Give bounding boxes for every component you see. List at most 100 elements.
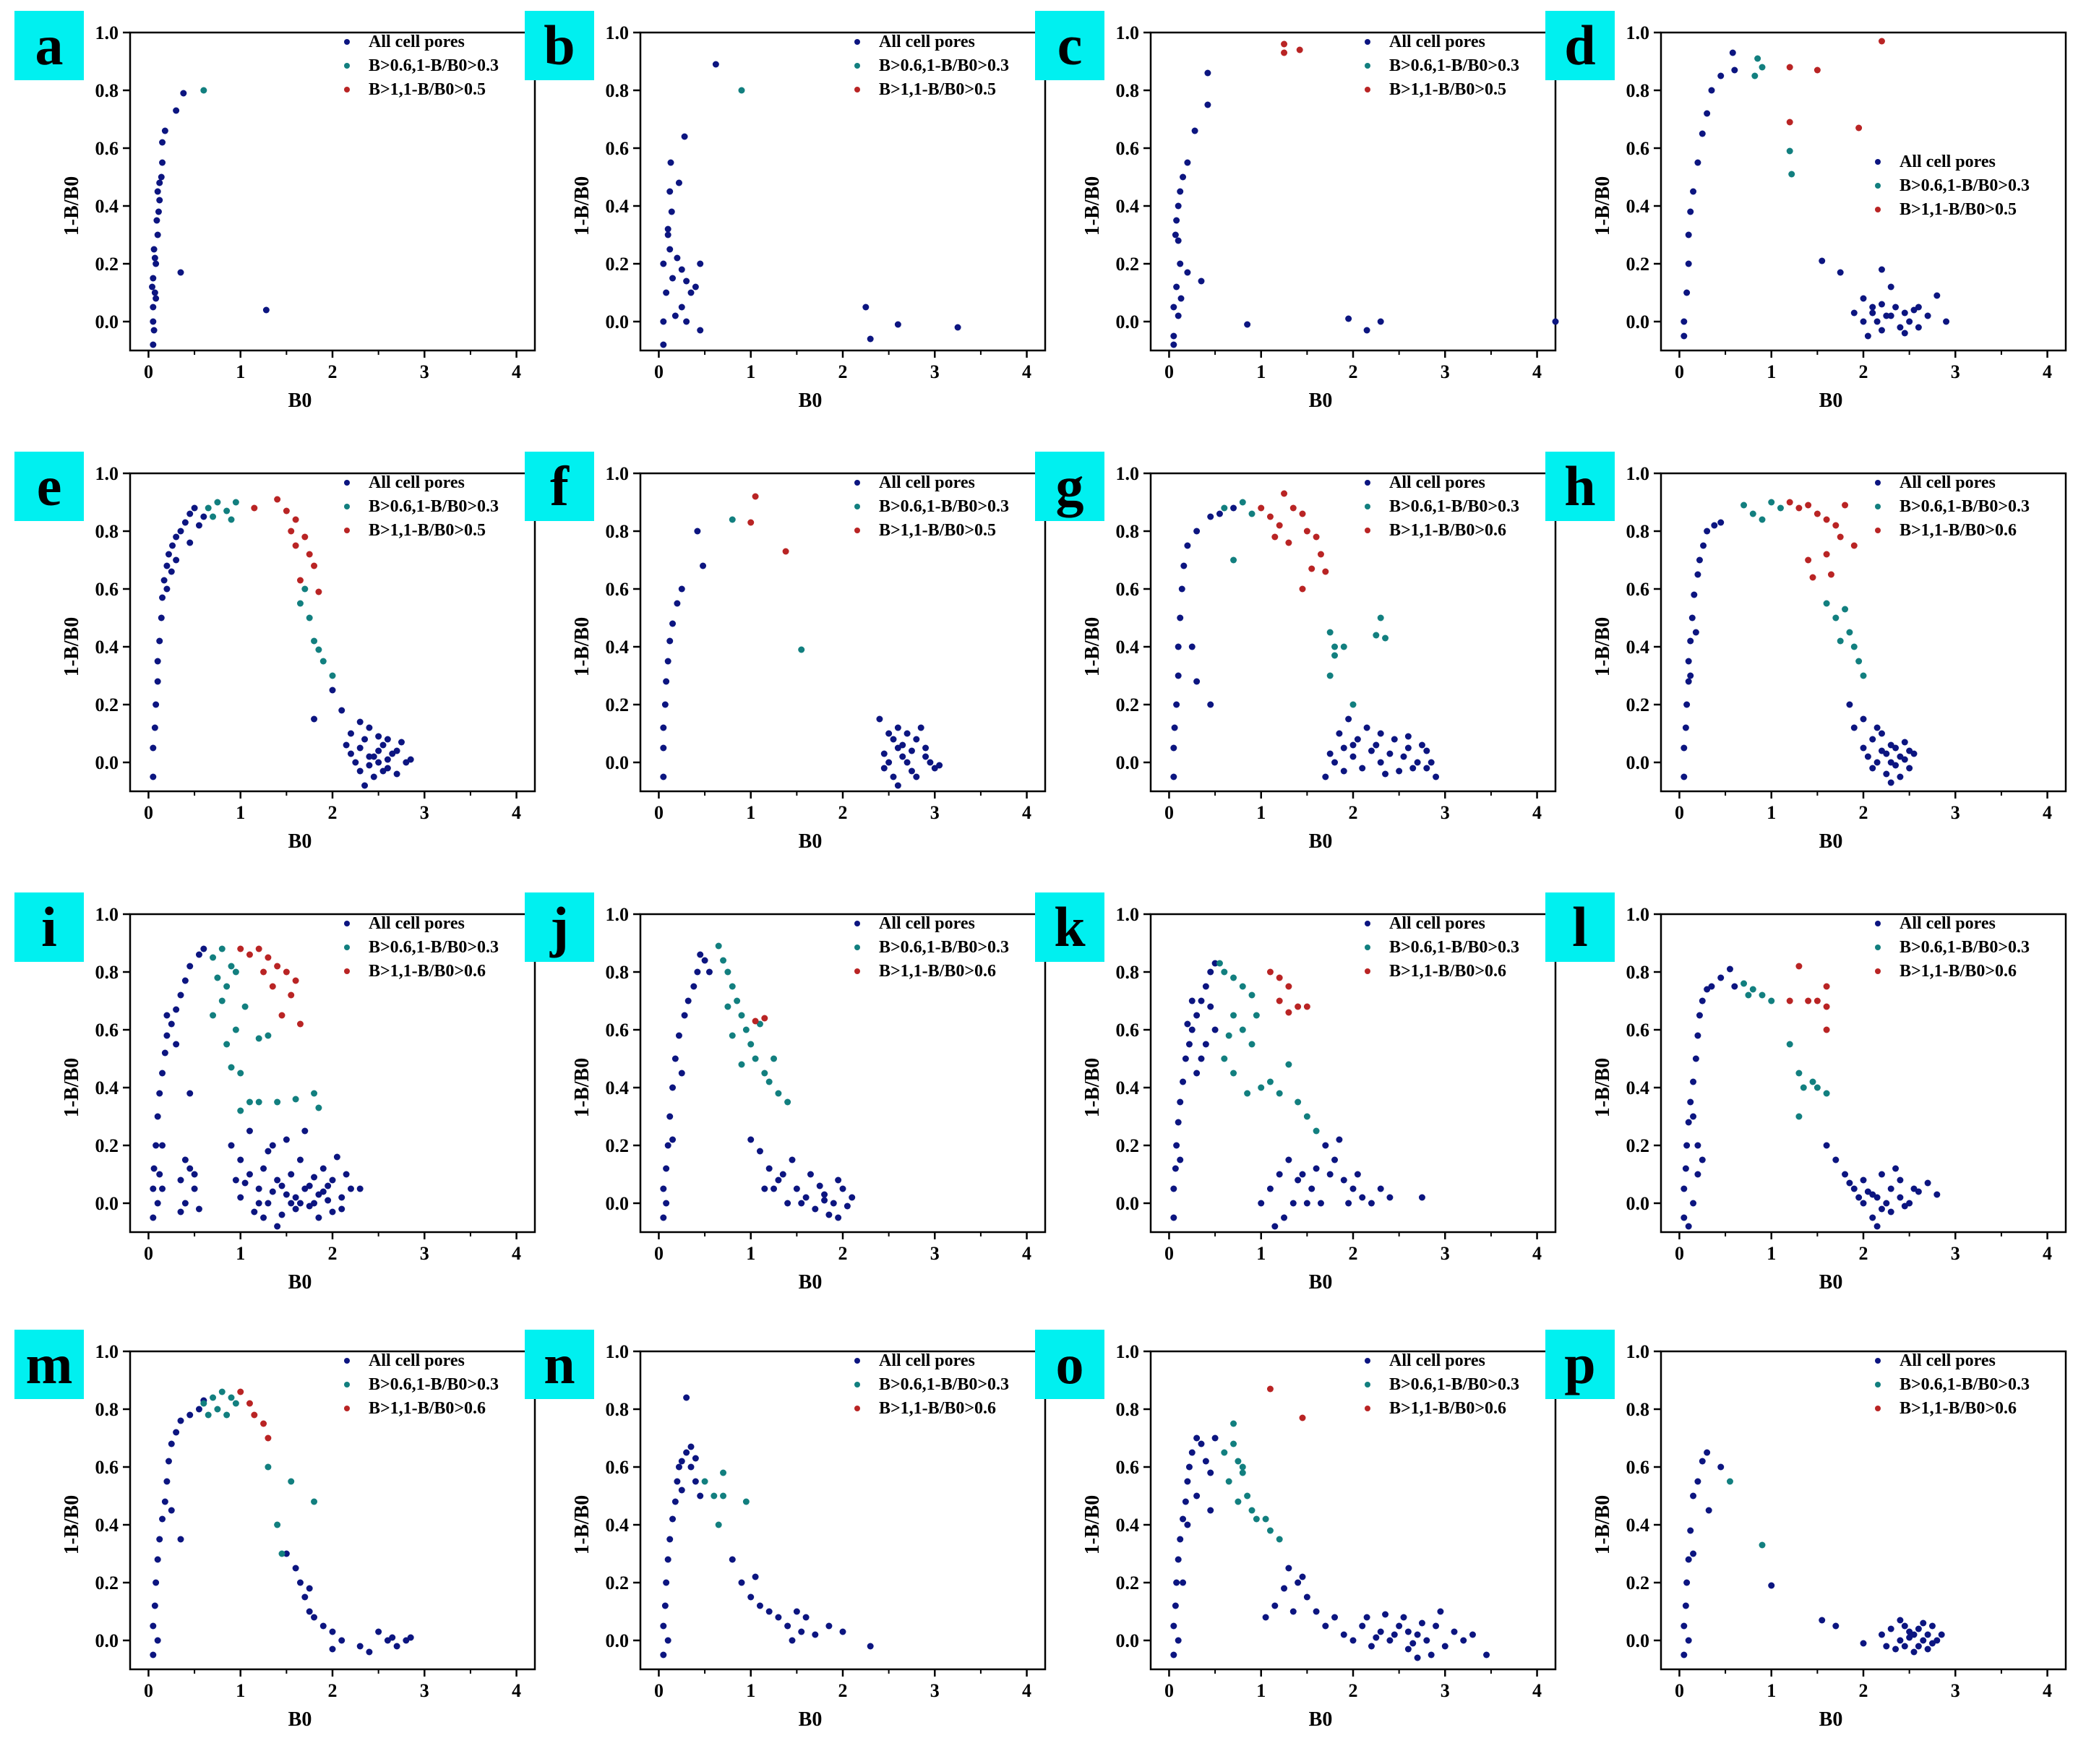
data-point: [1795, 504, 1803, 512]
y-tick-label: 0.8: [95, 1399, 119, 1420]
data-point: [1211, 1026, 1219, 1033]
data-point: [195, 522, 202, 529]
y-tick-label: 1.0: [95, 463, 119, 484]
data-point: [186, 539, 194, 546]
data-point: [1170, 304, 1177, 311]
legend-marker: [1365, 39, 1370, 45]
data-point: [692, 1478, 699, 1485]
data-point: [1897, 773, 1904, 780]
data-point: [1685, 260, 1692, 267]
data-point: [660, 724, 667, 731]
legend-marker: [344, 39, 350, 45]
panel-letter: p: [1564, 1333, 1596, 1395]
y-tick-label: 0.0: [95, 1193, 119, 1214]
data-point: [1299, 585, 1306, 593]
y-tick-label: 0.4: [1116, 196, 1140, 217]
data-point: [1331, 643, 1339, 650]
data-point: [1873, 318, 1881, 325]
data-point: [265, 1463, 272, 1471]
data-point: [1409, 1640, 1417, 1647]
data-point: [1915, 1625, 1922, 1632]
y-tick-label: 0.6: [1116, 579, 1140, 600]
data-point: [1428, 759, 1435, 766]
data-point: [802, 1194, 810, 1201]
data-point: [1322, 773, 1329, 780]
data-point: [1682, 1165, 1689, 1172]
data-point: [154, 1556, 161, 1563]
data-point: [1299, 1573, 1306, 1580]
x-tick-label: 0: [654, 1243, 664, 1264]
data-point: [173, 1006, 180, 1013]
data-point: [292, 1205, 299, 1213]
data-point: [793, 1608, 800, 1615]
data-point: [1170, 1214, 1177, 1221]
data-point: [228, 516, 235, 523]
legend-label: B>0.6,1-B/B0>0.3: [1900, 938, 2030, 957]
data-point: [315, 646, 322, 653]
data-point: [237, 1388, 244, 1395]
data-point: [697, 327, 704, 334]
data-point: [660, 318, 667, 325]
legend-label: B>0.6,1-B/B0>0.3: [1900, 1375, 2030, 1394]
data-point: [1276, 522, 1283, 529]
data-point: [1204, 69, 1211, 77]
legend-label: B>1,1-B/B0>0.5: [1389, 80, 1506, 99]
data-point: [246, 1127, 253, 1135]
data-point: [149, 283, 156, 291]
x-tick-label: 1: [746, 802, 755, 823]
data-point: [1943, 318, 1950, 325]
y-tick-label: 0.0: [606, 1630, 630, 1651]
data-point: [1373, 741, 1380, 749]
panel-letter-badge: p: [1545, 1330, 1615, 1399]
y-tick-label: 0.2: [606, 254, 630, 275]
data-point: [1207, 968, 1214, 976]
data-point: [1221, 968, 1228, 976]
data-point: [260, 1420, 267, 1427]
data-point: [210, 1394, 217, 1401]
data-point: [1883, 1200, 1890, 1207]
data-point: [765, 1165, 773, 1172]
scatter-panel-a: 0 1 2 3 4 0.0 0.2 0.4 0.6 0.8 1.0 B0 1-B/B0 All cell …: [0, 0, 536, 423]
data-point: [1901, 309, 1908, 317]
data-point: [660, 1185, 667, 1192]
y-tick-label: 0.8: [606, 80, 630, 101]
data-point: [1266, 513, 1274, 520]
x-axis-label: B0: [1819, 830, 1843, 853]
data-point: [1363, 1614, 1370, 1621]
data-point: [283, 1550, 290, 1557]
data-point: [752, 493, 759, 500]
data-point: [306, 1182, 313, 1189]
y-tick-label: 0.2: [1116, 1572, 1140, 1593]
panel-letter-badge: f: [525, 452, 594, 521]
panel-letter-badge: b: [525, 11, 594, 80]
data-point: [1832, 522, 1840, 529]
data-point: [1883, 1643, 1890, 1650]
data-point: [153, 1142, 160, 1149]
data-point: [1768, 1582, 1775, 1589]
data-point: [1359, 1194, 1366, 1201]
data-point: [186, 1090, 194, 1097]
data-point: [1404, 744, 1412, 752]
data-point: [311, 1614, 318, 1621]
data-point: [163, 1478, 171, 1485]
data-point: [375, 733, 382, 740]
data-point: [1185, 1463, 1193, 1471]
y-tick-label: 0.0: [1626, 1193, 1650, 1214]
data-point: [228, 1142, 235, 1149]
x-tick-label: 4: [1022, 361, 1031, 382]
data-point: [329, 1176, 336, 1184]
data-point: [1326, 750, 1334, 757]
data-point: [1418, 1619, 1425, 1627]
data-point: [660, 341, 667, 348]
legend-label: All cell pores: [369, 33, 465, 51]
data-point: [1175, 237, 1182, 244]
panel-letter: o: [1055, 1333, 1084, 1395]
data-point: [1285, 983, 1292, 990]
y-tick-label: 0.4: [1116, 1077, 1140, 1098]
data-point: [1248, 1041, 1256, 1048]
data-point: [1855, 658, 1863, 665]
scatter-panel-g: 0 1 2 3 4 0.0 0.2 0.4 0.6 0.8 1.0 B0 1-B/B0 All cell …: [1021, 441, 1557, 864]
y-tick-label: 1.0: [95, 1341, 119, 1362]
data-point: [1690, 1078, 1697, 1085]
data-point: [214, 1406, 221, 1413]
